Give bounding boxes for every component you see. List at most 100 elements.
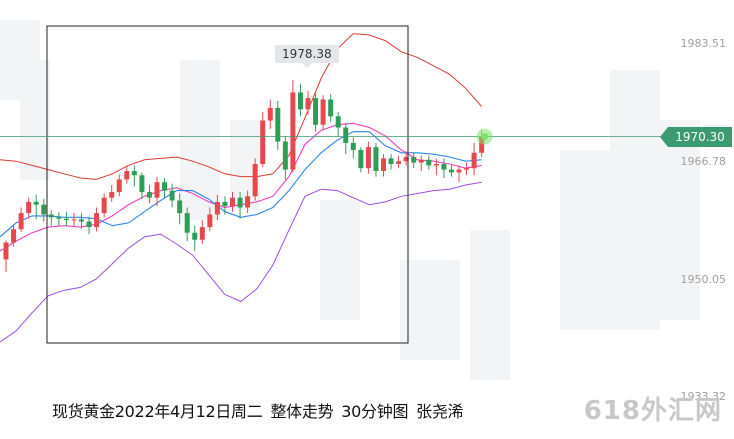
chart-caption: 现货黄金2022年4月12日周二 整体走势 30分钟图 张尧浠	[52, 398, 471, 422]
y-tick-label: 1933.32	[680, 390, 727, 403]
candle-body	[388, 158, 394, 164]
candle-body	[192, 232, 198, 240]
candle	[94, 207, 100, 232]
caption-trend: 整体走势	[270, 402, 334, 421]
upper-band-line	[0, 33, 482, 180]
candle-body	[365, 147, 371, 169]
candle-body	[328, 99, 334, 117]
y-tick-label: 1983.51	[680, 37, 727, 50]
candle	[199, 220, 205, 244]
candle	[86, 216, 92, 235]
candle	[3, 240, 9, 273]
candle-body	[441, 163, 447, 170]
candle-body	[237, 197, 243, 208]
candle-body	[267, 107, 273, 121]
candle	[124, 165, 130, 184]
candle-body	[305, 98, 311, 110]
candle-body	[124, 171, 130, 180]
background-block	[20, 60, 50, 180]
candle	[109, 185, 115, 202]
candle	[381, 154, 386, 177]
candle-body	[426, 159, 432, 166]
candle-body	[260, 120, 266, 164]
candle-body	[350, 142, 356, 150]
candle	[169, 183, 175, 208]
candle	[373, 142, 379, 177]
candle	[71, 213, 77, 226]
candle	[192, 225, 198, 251]
candle	[313, 92, 319, 132]
candle-body	[320, 99, 326, 125]
candle-body	[79, 219, 84, 222]
candle-body	[275, 107, 281, 142]
y-tick-label: 1950.05	[680, 273, 727, 286]
candle	[48, 210, 54, 226]
candle-body	[207, 214, 213, 228]
candle-body	[199, 227, 205, 240]
background-block	[180, 60, 220, 220]
candlestick-series	[3, 79, 485, 273]
candle	[464, 162, 470, 176]
candle-body	[154, 182, 160, 198]
watermark-logo: 618外汇网	[583, 396, 722, 426]
candle-body	[290, 92, 296, 170]
background-block	[400, 260, 460, 360]
candle	[343, 123, 349, 155]
candle-body	[464, 168, 470, 170]
candle-body	[252, 163, 258, 197]
candle-body	[26, 201, 32, 214]
candle-body	[3, 242, 9, 260]
background-block	[660, 120, 700, 320]
candle	[139, 172, 145, 200]
candle	[335, 112, 341, 136]
caption-date: 现货黄金2022年4月12日周二	[52, 402, 263, 421]
candle	[131, 165, 137, 187]
candle-body	[456, 169, 462, 173]
highlight-box	[46, 25, 409, 344]
candle-body	[381, 158, 386, 172]
candle-body	[184, 213, 190, 233]
candle-body	[86, 221, 92, 228]
candle-body	[471, 152, 477, 169]
candle-body	[403, 156, 409, 162]
candle-body	[139, 175, 145, 193]
candle	[41, 199, 47, 222]
candle	[177, 193, 183, 225]
candle	[403, 151, 409, 166]
candle-body	[448, 169, 454, 173]
background-block	[320, 200, 360, 320]
candle	[471, 142, 477, 176]
candle	[358, 147, 364, 173]
candle	[388, 154, 394, 170]
candle-body	[146, 192, 152, 198]
candle-body	[131, 171, 137, 176]
lower-band-line	[0, 181, 482, 343]
candle	[245, 190, 251, 214]
candle-body	[418, 159, 424, 163]
candle	[448, 163, 454, 177]
candle-body	[41, 204, 47, 215]
candle-body	[222, 201, 228, 207]
current-price-badge: 1970.30	[660, 127, 732, 147]
candle	[214, 194, 220, 221]
candle	[101, 193, 107, 218]
candle-body	[313, 98, 319, 125]
candle	[418, 155, 424, 172]
candle	[56, 212, 62, 226]
candle	[275, 100, 281, 150]
candle-body	[479, 136, 485, 153]
candle-body	[245, 196, 251, 208]
candle	[350, 137, 356, 159]
caption-author: 张尧浠	[416, 402, 464, 421]
candle-body	[433, 163, 439, 166]
candle	[63, 211, 69, 227]
candle	[11, 224, 17, 247]
candle-body	[33, 201, 39, 205]
candle	[320, 95, 326, 131]
candle	[260, 112, 266, 167]
background-block	[470, 230, 510, 380]
candle-body	[177, 200, 183, 214]
candle	[290, 79, 296, 173]
candle-body	[101, 197, 107, 214]
